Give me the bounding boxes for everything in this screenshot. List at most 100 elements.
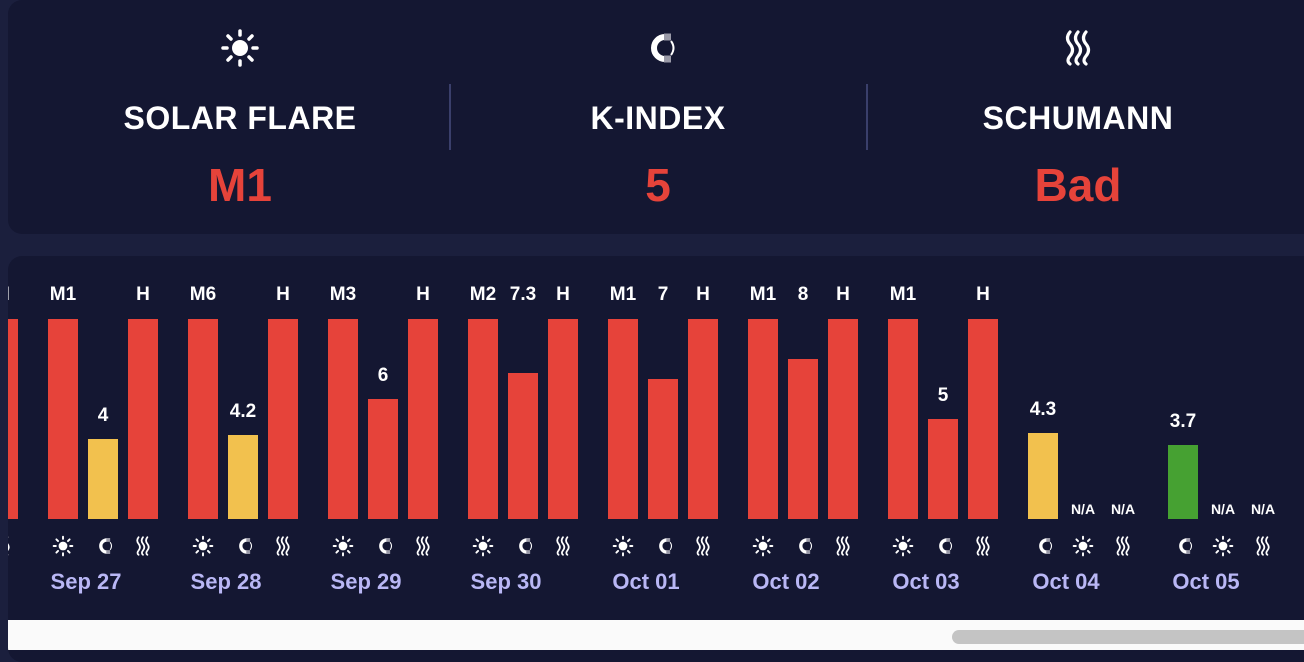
waves-icon [696, 536, 710, 556]
bar-label: H [136, 284, 150, 305]
magnet-icon [379, 538, 393, 554]
magnet-icon [939, 538, 953, 554]
sun-icon [752, 535, 774, 557]
magnet-icon [1039, 538, 1053, 554]
date-label: Sep 30 [471, 569, 542, 594]
bar-label: H [696, 284, 710, 305]
date-label: Sep 28 [191, 569, 262, 594]
date-label: Oct 05 [1172, 569, 1239, 594]
forecast-chart-card: H M1 4 H Sep 27 M6 4.2 H Sep 28 M3 6 H Sep 29 M2 7.3 H S… [8, 256, 1304, 662]
date-label: Sep 27 [51, 569, 122, 594]
k-index-value: 5 [645, 159, 671, 211]
bar-label: M3 [330, 284, 356, 305]
bar-label-na: N/A [1251, 501, 1275, 517]
bar-label: 4.2 [230, 401, 256, 422]
bar-label-na: N/A [1111, 501, 1135, 517]
bar-solar [188, 319, 218, 519]
date-label: Oct 03 [892, 569, 959, 594]
magnet-icon [99, 538, 113, 554]
bar-schumann [828, 319, 858, 519]
k-index-label: K-INDEX [590, 100, 726, 136]
bar-kindex [508, 373, 538, 519]
schumann-value: Bad [1034, 159, 1122, 211]
schumann-metric: SCHUMANN Bad [868, 0, 1288, 234]
forecast-chart: H M1 4 H Sep 27 M6 4.2 H Sep 28 M3 6 H Sep 29 M2 7.3 H S… [8, 284, 1275, 594]
bar-label-na: N/A [1071, 501, 1095, 517]
scrollbar-thumb[interactable] [952, 630, 1304, 644]
sun-icon [192, 535, 214, 557]
magnet-icon [519, 538, 533, 554]
bar-label: 4.3 [1030, 399, 1056, 420]
waves-icon [416, 536, 430, 556]
sun-icon [1072, 535, 1094, 557]
waves-icon [8, 536, 10, 556]
waves-icon [1256, 536, 1270, 556]
bar-label: 6 [378, 365, 389, 386]
bar-label: H [976, 284, 990, 305]
solar-flare-label: SOLAR FLARE [123, 100, 357, 136]
bar-label: 4 [98, 405, 109, 426]
bar-schumann [548, 319, 578, 519]
date-label: Oct 01 [612, 569, 679, 594]
bar-label: 3.7 [1170, 411, 1196, 432]
bar-kindex [1168, 445, 1198, 519]
bar-kindex [228, 435, 258, 519]
divider [866, 84, 868, 150]
bar-label: M1 [750, 284, 777, 305]
bar-label-na: N/A [1211, 501, 1235, 517]
bar-label: M1 [50, 284, 77, 305]
bar-label: 7.3 [510, 284, 536, 305]
bar-label: M1 [890, 284, 917, 305]
waves-icon [556, 536, 570, 556]
bar-schumann [268, 319, 298, 519]
current-conditions-card: SOLAR FLARE M1 K-INDEX 5 SCHUMANN Bad [8, 0, 1304, 234]
date-label: Oct 04 [1032, 569, 1100, 594]
sun-icon [612, 535, 634, 557]
waves-icon [1116, 536, 1130, 556]
magnet-icon [659, 538, 673, 554]
divider [449, 84, 451, 150]
bar-schumann [968, 319, 998, 519]
bar-label: 8 [798, 284, 809, 305]
bar-schumann [688, 319, 718, 519]
bar-solar [468, 319, 498, 519]
bar-kindex [648, 379, 678, 519]
bar-label: H [556, 284, 570, 305]
bar-kindex [928, 419, 958, 519]
bar-kindex [1028, 433, 1058, 519]
bar-label: H [8, 284, 10, 305]
bar-label: 5 [938, 385, 949, 406]
bar-kindex [368, 399, 398, 519]
sun-icon [892, 535, 914, 557]
sun-icon [221, 29, 259, 67]
bar-solar [48, 319, 78, 519]
bar-label: H [416, 284, 430, 305]
waves-icon [276, 536, 290, 556]
waves-icon [976, 536, 990, 556]
bar-kindex [788, 359, 818, 519]
sun-icon [1212, 535, 1234, 557]
sun-icon [52, 535, 74, 557]
solar-flare-metric: SOLAR FLARE M1 [30, 0, 450, 234]
solar-flare-value: M1 [208, 159, 272, 211]
bar-solar [608, 319, 638, 519]
waves-icon [1065, 30, 1091, 66]
bar-label: M2 [470, 284, 496, 305]
magnet-icon [239, 538, 253, 554]
bar-solar [888, 319, 918, 519]
bar-label: M1 [610, 284, 637, 305]
bar-schumann [128, 319, 158, 519]
schumann-label: SCHUMANN [982, 100, 1174, 136]
bar-solar [328, 319, 358, 519]
bar-partial [8, 319, 18, 519]
horizontal-scrollbar[interactable] [8, 620, 1304, 650]
waves-icon [836, 536, 850, 556]
bar-label: H [276, 284, 290, 305]
sun-icon [332, 535, 354, 557]
date-label: Oct 02 [752, 569, 819, 594]
magnet-icon [799, 538, 813, 554]
bar-kindex [88, 439, 118, 519]
waves-icon [136, 536, 150, 556]
bar-label: 7 [658, 284, 669, 305]
bar-label: M6 [190, 284, 216, 305]
